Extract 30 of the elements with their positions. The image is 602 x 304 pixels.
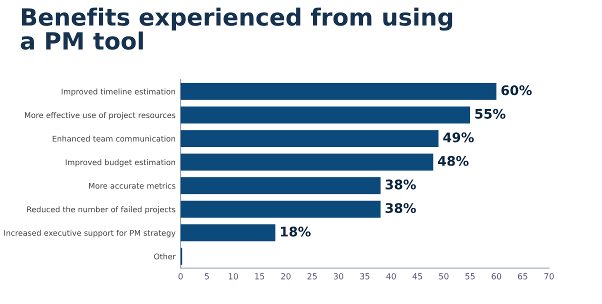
data-label: 38% bbox=[386, 203, 416, 214]
data-label: 18% bbox=[280, 226, 311, 237]
data-label: 38% bbox=[386, 180, 416, 190]
data-label: 48% bbox=[438, 156, 469, 166]
x-tick-label: 35 bbox=[360, 273, 370, 280]
x-tick-label: 25 bbox=[307, 273, 317, 280]
x-tick-label: 70 bbox=[544, 273, 554, 280]
x-tick-label: 0 bbox=[178, 273, 183, 280]
x-tick-label: 45 bbox=[412, 273, 422, 280]
bar bbox=[180, 154, 434, 171]
data-label: 55% bbox=[475, 108, 506, 119]
data-label: 60% bbox=[501, 85, 532, 96]
x-tick-label: 20 bbox=[281, 273, 291, 280]
chart-title: Benefits experienced from using a PM tool bbox=[20, 8, 452, 50]
bar bbox=[180, 82, 496, 100]
bar bbox=[180, 106, 470, 124]
x-tick-label: 40 bbox=[386, 273, 396, 280]
x-tick-label: 30 bbox=[334, 273, 344, 280]
bar bbox=[180, 200, 381, 218]
data-label: 49% bbox=[443, 132, 474, 142]
x-tick-label: 55 bbox=[465, 273, 475, 280]
bar bbox=[180, 130, 438, 148]
bar bbox=[180, 224, 276, 242]
x-tick-label: 65 bbox=[518, 273, 528, 280]
x-tick-label: 60 bbox=[492, 273, 502, 280]
bar bbox=[180, 177, 381, 194]
x-tick-label: 10 bbox=[228, 273, 238, 280]
x-tick-label: 5 bbox=[204, 273, 209, 280]
x-tick-label: 50 bbox=[439, 273, 449, 280]
x-tick-label: 15 bbox=[255, 273, 264, 280]
